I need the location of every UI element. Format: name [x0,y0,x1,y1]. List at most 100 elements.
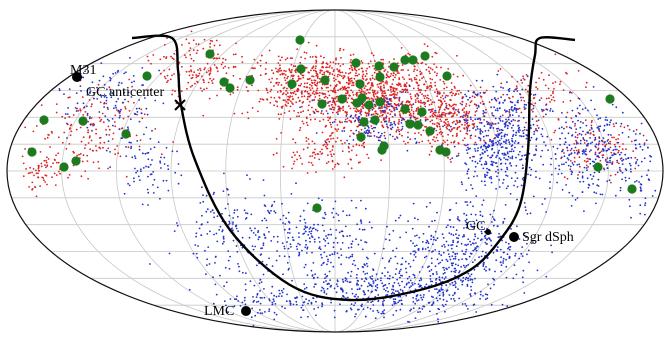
red-point [330,126,333,128]
blue-point [213,191,216,194]
red-point [128,78,131,81]
blue-point [411,227,414,230]
blue-point [333,309,336,312]
blue-point [451,244,454,246]
red-point [396,97,398,99]
red-point [213,64,216,66]
red-point [386,71,389,73]
blue-point [353,304,355,307]
red-point [628,128,631,131]
blue-point [533,133,535,136]
blue-point [403,118,406,121]
red-point [407,100,409,102]
blue-point [551,110,554,113]
coordinate-grid [7,9,663,333]
blue-point [335,283,338,285]
blue-point [388,233,391,236]
red-point [469,84,472,87]
blue-point [620,151,623,154]
red-point [523,78,526,81]
red-point [58,170,60,173]
red-point [449,158,452,161]
red-point [442,139,445,142]
blue-point [401,125,404,128]
red-point [376,113,379,116]
blue-point [498,179,501,181]
blue-point [454,282,457,284]
red-point [601,154,604,157]
red-point [302,122,305,125]
green-object [59,162,69,172]
red-point [586,157,589,160]
blue-point [582,180,585,183]
blue-point [388,239,391,242]
red-point [350,64,352,67]
red-point [32,130,35,133]
blue-point [484,298,487,301]
blue-point [403,286,406,288]
red-point [28,186,30,188]
red-point [336,68,339,71]
red-point [219,87,222,90]
red-point [434,84,437,87]
red-point [195,52,198,54]
red-point [516,80,519,83]
blue-point [284,223,287,225]
blue-point [522,269,525,272]
blue-point [590,99,592,102]
blue-point [274,211,277,214]
red-point [218,57,221,60]
blue-point [236,295,238,298]
blue-point [412,250,415,253]
red-point [87,120,90,123]
blue-point [529,174,532,177]
red-point [334,102,336,105]
blue-point [447,253,450,256]
blue-point [525,137,528,140]
blue-point [292,239,294,241]
blue-point [93,97,95,100]
blue-point [594,153,597,156]
red-point [388,76,390,79]
red-point [330,138,332,140]
blue-point [83,106,86,109]
blue-point [355,206,358,209]
red-point [611,136,613,139]
blue-point [448,112,451,115]
blue-point [480,163,483,166]
blue-point [476,125,479,128]
blue-point [484,293,487,296]
red-point [232,74,235,77]
blue-point [147,158,150,161]
red-point [283,112,286,114]
red-point [408,53,411,56]
blue-point [559,144,561,146]
blue-point [206,233,209,235]
blue-point [349,307,352,310]
red-point [542,115,545,118]
blue-point [323,238,325,241]
blue-point [438,276,441,279]
blue-point [163,163,166,165]
red-point [68,143,71,145]
red-point [315,171,317,174]
blue-point [520,252,523,255]
blue-point [435,271,438,273]
blue-point [348,214,351,217]
red-point [43,179,45,182]
blue-point [222,237,225,239]
blue-point [389,124,392,126]
red-point [417,87,420,90]
blue-point [585,153,588,156]
red-point [89,135,91,138]
red-point [372,113,375,115]
blue-point [609,156,612,159]
red-point [372,126,375,129]
blue-point [558,127,561,130]
blue-point [380,312,383,315]
blue-point [603,168,606,171]
blue-point [475,249,478,252]
red-point [474,111,477,113]
blue-point [372,304,375,306]
blue-point [479,157,482,160]
